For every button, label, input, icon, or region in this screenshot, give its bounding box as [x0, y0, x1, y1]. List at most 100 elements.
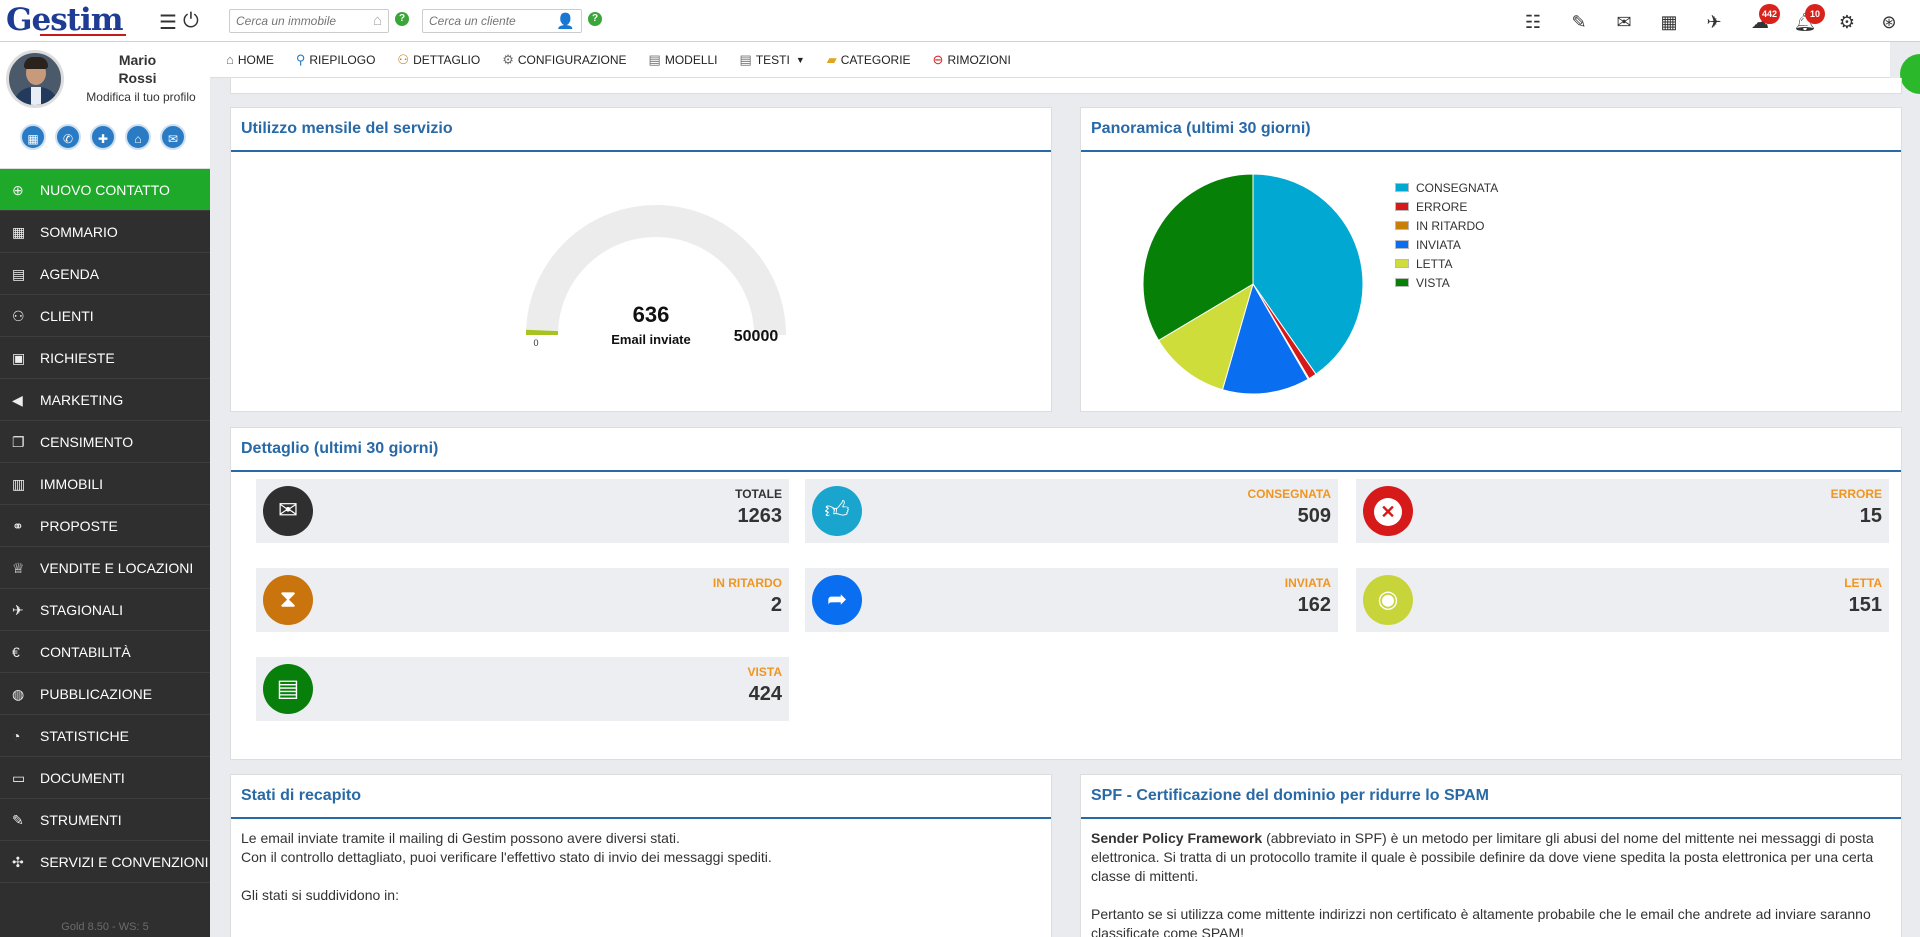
- list-icon[interactable]: ☷: [1524, 12, 1542, 32]
- pie-slice-vista[interactable]: [1142, 173, 1254, 342]
- profile-first-name: Mario: [118, 52, 157, 68]
- add-user-icon[interactable]: ✚: [90, 124, 116, 150]
- sidebar-item-contabilita[interactable]: € CONTABILITÀ: [0, 631, 210, 673]
- home-icon[interactable]: ⌂: [125, 124, 151, 150]
- lifebuoy-icon[interactable]: ⊛: [1881, 12, 1897, 32]
- tab-label: CATEGORIE: [840, 52, 911, 67]
- profile-name: Mario Rossi: [80, 51, 195, 87]
- plane-icon[interactable]: ✈: [1706, 12, 1722, 32]
- legend-item-consegnata[interactable]: CONSEGNATA: [1395, 178, 1498, 197]
- gear-icon[interactable]: ⚙: [1838, 12, 1856, 32]
- tab-dettaglio[interactable]: ⚇ DETTAGLIO: [397, 52, 480, 68]
- stat-consegnata[interactable]: 👍︎ CONSEGNATA 509: [805, 479, 1338, 543]
- sidebar-item-marketing[interactable]: ◀ MARKETING: [0, 379, 210, 421]
- tab-categorie[interactable]: ▰ CATEGORIE: [827, 52, 911, 68]
- sidebar-nav: ⊕ NUOVO CONTATTO ▦ SOMMARIO ▤ AGENDA ⚇ CLIEN…: [0, 169, 210, 883]
- pie-legend: CONSEGNATA ERRORE IN RITARDO INVIATA LETTA VI…: [1395, 178, 1498, 292]
- avatar[interactable]: [6, 50, 64, 108]
- puzzle-icon: ✣: [12, 853, 24, 870]
- sidebar-item-stagionali[interactable]: ✈ STAGIONALI: [0, 589, 210, 631]
- legend-item-in-ritardo[interactable]: IN RITARDO: [1395, 216, 1498, 235]
- sidebar-item-statistiche[interactable]: ◔ STATISTICHE: [0, 715, 210, 757]
- stat-totale[interactable]: ✉ TOTALE 1263: [256, 479, 789, 543]
- sidebar-item-documenti[interactable]: ▭ DOCUMENTI: [0, 757, 210, 799]
- tab-modelli[interactable]: ▤ MODELLI: [649, 52, 718, 68]
- sidebar-item-immobili[interactable]: ▥ IMMOBILI: [0, 463, 210, 505]
- usage-panel: Utilizzo mensile del servizio 636 Email …: [230, 107, 1052, 412]
- bell-icon[interactable]: 🔔︎ 10: [1793, 4, 1825, 33]
- cloud-badge: 442: [1758, 4, 1780, 24]
- calendar-icon[interactable]: ▦: [20, 124, 46, 150]
- tab-home[interactable]: ⌂ HOME: [226, 52, 274, 67]
- sidebar-item-label: VENDITE E LOCAZIONI: [40, 559, 194, 576]
- pie-slice-consegnata[interactable]: [1252, 173, 1364, 375]
- tab-riepilogo[interactable]: ⚲ RIEPILOGO: [296, 52, 376, 68]
- stat-letta[interactable]: ◉ LETTA 151: [1356, 568, 1889, 632]
- legend-item-errore[interactable]: ERRORE: [1395, 197, 1498, 216]
- legend-swatch: [1395, 183, 1409, 192]
- side-tab[interactable]: [1900, 54, 1920, 94]
- calendar-x-icon[interactable]: ▦: [1660, 12, 1678, 32]
- home-icon: ⌂: [372, 12, 382, 29]
- legend-item-letta[interactable]: LETTA: [1395, 254, 1498, 273]
- property-search-input[interactable]: [230, 10, 388, 32]
- client-search-input[interactable]: [423, 10, 581, 32]
- spf-panel: SPF - Certificazione del dominio per rid…: [1080, 774, 1902, 937]
- mail-icon[interactable]: ✉: [1616, 12, 1632, 32]
- spf-bold-term: Sender Policy Framework: [1091, 830, 1263, 846]
- gauge-max-label: 50000: [733, 328, 779, 345]
- sidebar-item-servizi[interactable]: ✣ SERVIZI E CONVENZIONI: [0, 841, 210, 883]
- legend-swatch: [1395, 240, 1409, 249]
- sidebar-item-pubblicazione[interactable]: ◍ PUBBLICAZIONE: [0, 673, 210, 715]
- tab-testi[interactable]: ▤ TESTI ▼: [740, 52, 805, 68]
- stat-vista[interactable]: ▤ VISTA 424: [256, 657, 789, 721]
- legend-item-vista[interactable]: VISTA: [1395, 273, 1498, 292]
- stat-inviata[interactable]: ➦ INVIATA 162: [805, 568, 1338, 632]
- sidebar-item-agenda[interactable]: ▤ AGENDA: [0, 253, 210, 295]
- tab-rimozioni[interactable]: ⊖ RIMOZIONI: [933, 52, 1011, 68]
- sidebar-item-label: STAGIONALI: [40, 601, 123, 618]
- overview-pie-chart: [1142, 173, 1364, 395]
- sidebar-item-vendite[interactable]: ♕ VENDITE E LOCAZIONI: [0, 547, 210, 589]
- bell-badge: 10: [1805, 4, 1825, 24]
- sidebar-item-sommario[interactable]: ▦ SOMMARIO: [0, 211, 210, 253]
- tab-configurazione[interactable]: ⚙ CONFIGURAZIONE: [502, 52, 626, 68]
- plane-icon: ✈: [12, 601, 24, 618]
- pie-slice-inviata[interactable]: [1221, 282, 1309, 395]
- sidebar-item-label: CENSIMENTO: [40, 433, 134, 450]
- sidebar-item-censimento[interactable]: ❐ CENSIMENTO: [0, 421, 210, 463]
- gauge-track: [526, 205, 786, 335]
- legend-swatch: [1395, 259, 1409, 268]
- menu-icon[interactable]: ☰: [159, 12, 177, 34]
- delivery-states-text: Le email inviate tramite il mailing di G…: [231, 819, 1051, 915]
- client-help-icon[interactable]: ?: [588, 12, 602, 26]
- property-help-icon[interactable]: ?: [395, 12, 409, 26]
- pie-slice-letta[interactable]: [1157, 282, 1254, 391]
- client-search[interactable]: 👤: [422, 9, 582, 33]
- detail-panel-title: Dettaglio (ultimi 30 giorni): [231, 428, 1901, 472]
- sidebar-item-strumenti[interactable]: ✎ STRUMENTI: [0, 799, 210, 841]
- legend-item-inviata[interactable]: INVIATA: [1395, 235, 1498, 254]
- chat-icon[interactable]: ✎: [1571, 12, 1587, 32]
- app-logo[interactable]: Gestim: [6, 2, 124, 38]
- mail-icon[interactable]: ✉: [160, 124, 186, 150]
- sidebar-item-clienti[interactable]: ⚇ CLIENTI: [0, 295, 210, 337]
- sidebar-item-label: DOCUMENTI: [40, 769, 125, 786]
- property-search[interactable]: ⌂: [229, 9, 389, 33]
- phone-icon[interactable]: ✆: [55, 124, 81, 150]
- edit-profile-link[interactable]: Modifica il tuo profilo: [86, 90, 196, 104]
- close-icon: ✕: [1363, 486, 1413, 536]
- sidebar-item-proposte[interactable]: ⚭ PROPOSTE: [0, 505, 210, 547]
- previous-panel: [230, 78, 1902, 94]
- gear-icon: ⚙: [502, 51, 514, 67]
- sidebar-item-richieste[interactable]: ▣ RICHIESTE: [0, 337, 210, 379]
- spf-paragraph: Pertanto se si utilizza come mittente in…: [1091, 906, 1871, 937]
- cloud-icon[interactable]: ☁ 442: [1748, 4, 1780, 33]
- stat-errore[interactable]: ✕ ERRORE 15: [1356, 479, 1889, 543]
- chevron-down-icon: ▼: [795, 54, 805, 65]
- stat-label: CONSEGNATA: [1247, 487, 1331, 501]
- power-icon[interactable]: ⏻: [183, 10, 199, 32]
- sidebar-item-nuovo-contatto[interactable]: ⊕ NUOVO CONTATTO: [0, 169, 210, 211]
- stat-in-ritardo[interactable]: ⧗ IN RITARDO 2: [256, 568, 789, 632]
- share-icon: ➦: [812, 575, 862, 625]
